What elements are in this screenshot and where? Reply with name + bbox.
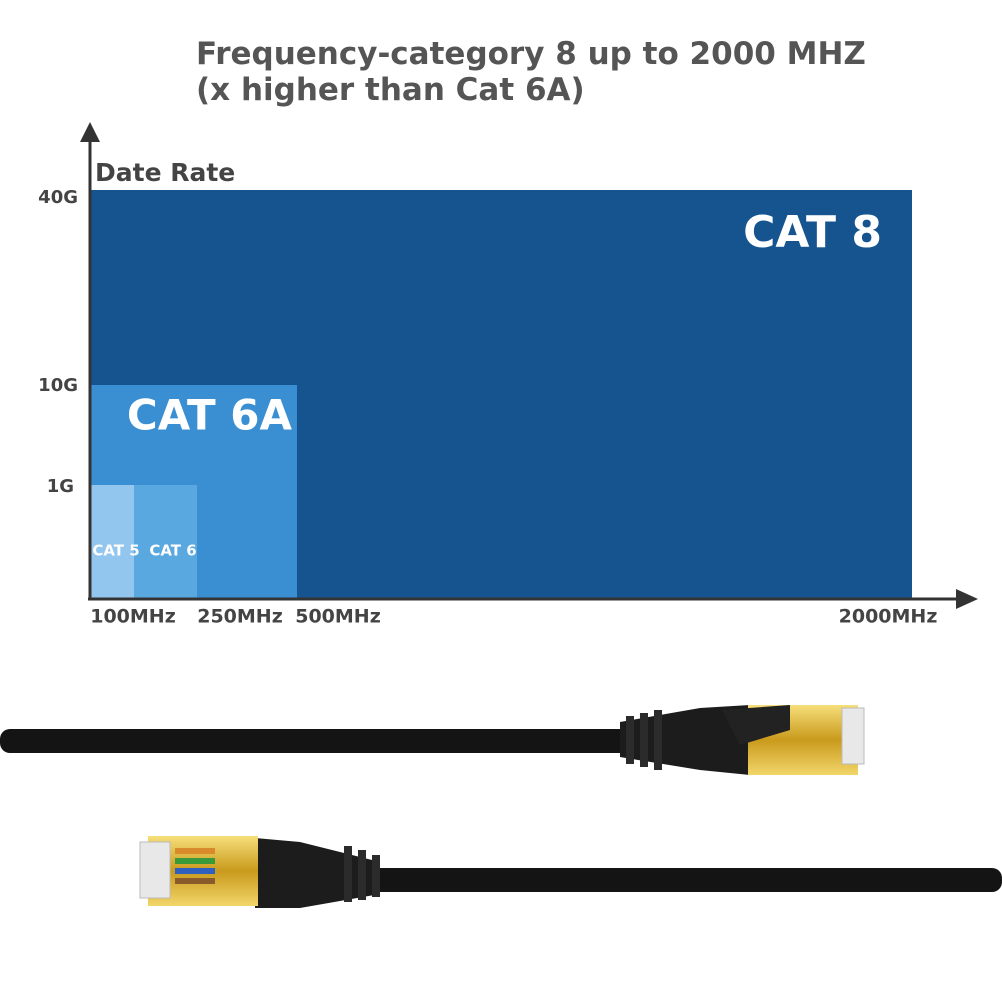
title-line: (x higher than Cat 6A) bbox=[196, 72, 585, 108]
y-arrow bbox=[80, 122, 100, 142]
box-label: CAT 5 bbox=[92, 542, 139, 560]
cable-bottom bbox=[139, 836, 1002, 908]
box-label: CAT 6A bbox=[127, 391, 293, 440]
x-label: 100MHz bbox=[90, 606, 176, 628]
x-label: 2000MHz bbox=[839, 606, 938, 628]
box-label: CAT 8 bbox=[743, 207, 882, 258]
x-arrow bbox=[956, 589, 978, 609]
x-label: 250MHz bbox=[197, 606, 283, 628]
y-axis-label: Date Rate bbox=[95, 158, 235, 187]
x-label: 500MHz bbox=[295, 606, 381, 628]
y-label: 40G bbox=[38, 187, 78, 208]
cable-top bbox=[0, 705, 865, 775]
cat5-box bbox=[90, 485, 134, 598]
title-line: Frequency-category 8 up to 2000 MHZ bbox=[196, 36, 866, 72]
box-label: CAT 6 bbox=[149, 542, 196, 560]
y-label: 1G bbox=[47, 476, 74, 497]
y-label: 10G bbox=[38, 375, 78, 396]
